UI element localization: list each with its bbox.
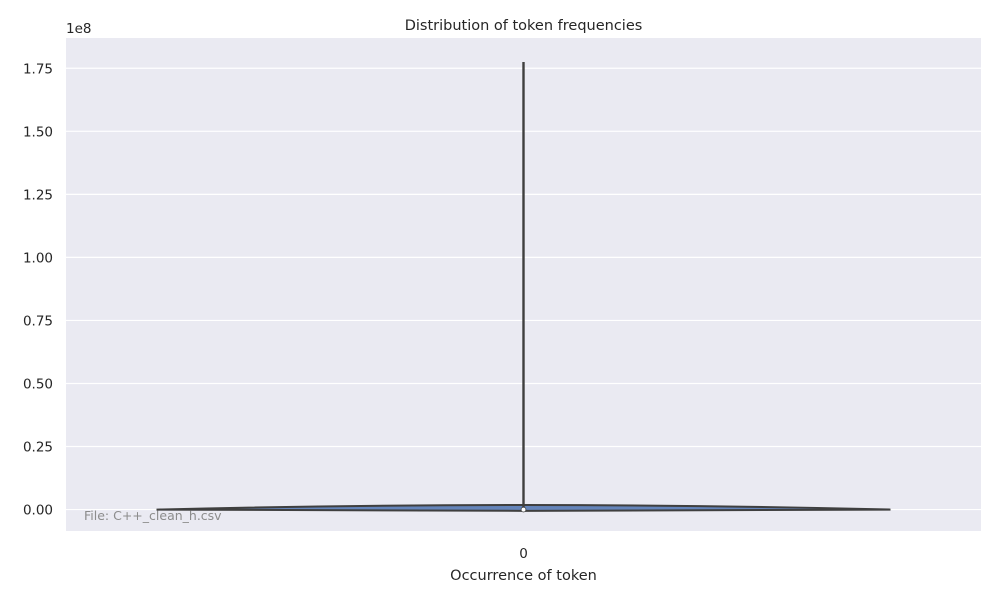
y-tick-label: 0.00 xyxy=(23,503,53,519)
chart-title: Distribution of token frequencies xyxy=(405,18,643,34)
y-scale-label: 1e8 xyxy=(66,21,91,37)
y-tick-label: 0.25 xyxy=(23,440,53,456)
x-tick-label: 0 xyxy=(519,546,528,562)
y-tick-label: 0.75 xyxy=(23,313,53,329)
y-tick-label: 1.50 xyxy=(23,124,53,140)
y-tick-label: 1.25 xyxy=(23,187,53,203)
median-marker xyxy=(520,506,527,513)
y-tick-label: 1.00 xyxy=(23,250,53,266)
violin-group xyxy=(156,61,891,513)
y-tick-label: 1.75 xyxy=(23,61,53,77)
file-annotation: File: C++_clean_h.csv xyxy=(84,508,222,523)
y-tick-labels: 0.00 0.25 0.50 0.75 1.00 1.25 1.50 1.75 xyxy=(23,61,53,518)
x-tick-labels: 0 xyxy=(519,546,528,562)
x-axis-label: Occurrence of token xyxy=(450,568,597,584)
y-tick-label: 0.50 xyxy=(23,376,53,392)
